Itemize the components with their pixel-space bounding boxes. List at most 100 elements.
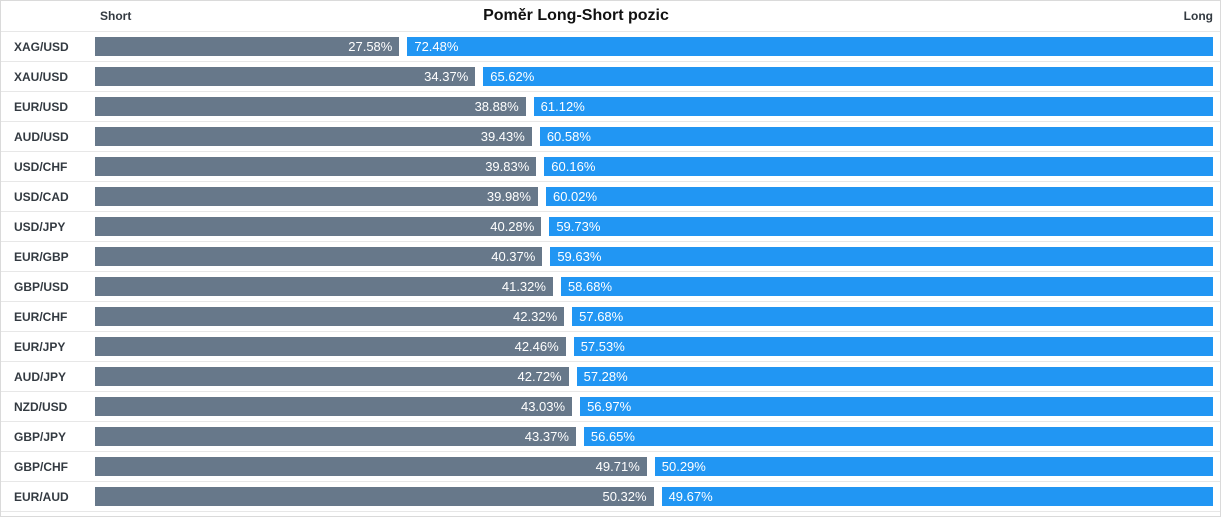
short-bar: 50.32% [95,487,654,506]
chart-rows: XAG/USD 27.58% 72.48% XAU/USD 34.37% 65.… [1,31,1220,512]
currency-pair-label: AUD/USD [14,129,69,144]
currency-pair-label: GBP/CHF [14,459,68,474]
chart-row: AUD/JPY 42.72% 57.28% [1,361,1220,391]
short-value-label: 42.46% [514,339,559,354]
bar-track: 34.37% 65.62% [95,62,1213,91]
currency-pair-label: USD/CAD [14,189,69,204]
currency-pair-label: EUR/AUD [14,489,69,504]
long-value-label: 59.73% [556,219,601,234]
long-value-label: 61.12% [540,99,585,114]
long-bar: 60.02% [545,187,1213,206]
short-value-label: 41.32% [501,279,546,294]
bar-track: 43.37% 56.65% [95,422,1213,451]
short-value-label: 39.43% [480,129,525,144]
long-bar: 50.29% [654,457,1213,476]
chart-title: Poměr Long-Short pozic [483,7,669,24]
short-bar: 49.71% [95,457,647,476]
long-bar: 60.58% [539,127,1213,146]
short-bar: 43.03% [95,397,573,416]
long-value-label: 56.97% [587,399,632,414]
long-value-label: 60.58% [546,129,591,144]
currency-pair-label: EUR/GBP [14,249,69,264]
long-value-label: 57.53% [580,339,625,354]
bar-track: 41.32% 58.68% [95,272,1213,301]
chart-row: GBP/CHF 49.71% 50.29% [1,451,1220,481]
short-value-label: 42.32% [513,309,558,324]
bar-track: 43.03% 56.97% [95,392,1213,421]
long-value-label: 49.67% [668,489,713,504]
short-bar: 42.32% [95,307,565,326]
currency-pair-label: AUD/JPY [14,369,67,384]
currency-pair-label: USD/CHF [14,159,68,174]
long-bar: 60.16% [544,157,1213,176]
bar-track: 38.88% 61.12% [95,92,1213,121]
long-value-label: 59.63% [557,249,602,264]
short-value-label: 42.72% [517,369,562,384]
long-value-label: 50.29% [661,459,706,474]
long-bar: 59.73% [549,217,1213,236]
long-bar: 56.97% [580,397,1213,416]
short-value-label: 39.98% [486,189,531,204]
short-value-label: 49.71% [595,459,640,474]
short-value-label: 50.32% [602,489,647,504]
short-bar: 42.72% [95,367,569,386]
bar-track: 49.71% 50.29% [95,452,1213,481]
short-bar: 39.83% [95,157,537,176]
bar-track: 27.58% 72.48% [95,32,1213,61]
chart-row: EUR/GBP 40.37% 59.63% [1,241,1220,271]
currency-pair-label: EUR/JPY [14,339,66,354]
long-value-label: 58.68% [567,279,613,294]
bar-track: 39.43% 60.58% [95,122,1213,151]
short-value-label: 34.37% [424,69,469,84]
chart-row: USD/JPY 40.28% 59.73% [1,211,1220,241]
bar-track: 39.98% 60.02% [95,182,1213,211]
long-value-label: 60.02% [552,189,598,204]
short-bar: 41.32% [95,277,553,296]
long-value-label: 60.16% [551,159,596,174]
short-value-label: 40.37% [491,249,536,264]
bar-track: 42.32% 57.68% [95,302,1213,331]
long-bar: 49.67% [661,487,1213,506]
short-bar: 27.58% [95,37,400,56]
short-axis-label: Short [100,9,132,23]
currency-pair-label: XAU/USD [14,69,69,84]
long-value-label: 72.48% [414,39,459,54]
long-value-label: 65.62% [490,69,535,84]
chart-row: EUR/CHF 42.32% 57.68% [1,301,1220,331]
currency-pair-label: GBP/JPY [14,429,67,444]
short-value-label: 43.37% [524,429,569,444]
short-value-label: 38.88% [474,99,519,114]
short-value-label: 40.28% [490,219,535,234]
long-bar: 56.65% [583,427,1213,446]
short-bar: 38.88% [95,97,526,116]
chart-row: USD/CAD 39.98% 60.02% [1,181,1220,211]
chart-row: GBP/JPY 43.37% 56.65% [1,421,1220,451]
long-value-label: 57.28% [583,369,628,384]
short-bar: 40.37% [95,247,543,266]
bar-track: 42.46% 57.53% [95,332,1213,361]
chart-row: EUR/USD 38.88% 61.12% [1,91,1220,121]
chart-row: NZD/USD 43.03% 56.97% [1,391,1220,421]
currency-pair-label: USD/JPY [14,219,66,234]
currency-pair-label: GBP/USD [14,279,69,294]
long-bar: 57.68% [572,307,1213,326]
bar-track: 50.32% 49.67% [95,482,1213,511]
chart-header: Short Poměr Long-Short pozic Long [1,1,1220,31]
short-bar: 39.43% [95,127,532,146]
bar-track: 42.72% 57.28% [95,362,1213,391]
long-bar: 72.48% [407,37,1213,56]
chart-row: XAU/USD 34.37% 65.62% [1,61,1220,91]
bar-track: 40.37% 59.63% [95,242,1213,271]
currency-pair-label: EUR/CHF [14,309,68,324]
long-bar: 65.62% [483,67,1213,86]
bar-track: 39.83% 60.16% [95,152,1213,181]
chart-row: AUD/USD 39.43% 60.58% [1,121,1220,151]
short-value-label: 39.83% [485,159,530,174]
long-bar: 57.28% [576,367,1213,386]
chart-row: USD/CHF 39.83% 60.16% [1,151,1220,181]
short-value-label: 27.58% [348,39,393,54]
short-value-label: 43.03% [520,399,566,414]
long-bar: 61.12% [533,97,1213,116]
long-axis-label: Long [1183,9,1213,23]
